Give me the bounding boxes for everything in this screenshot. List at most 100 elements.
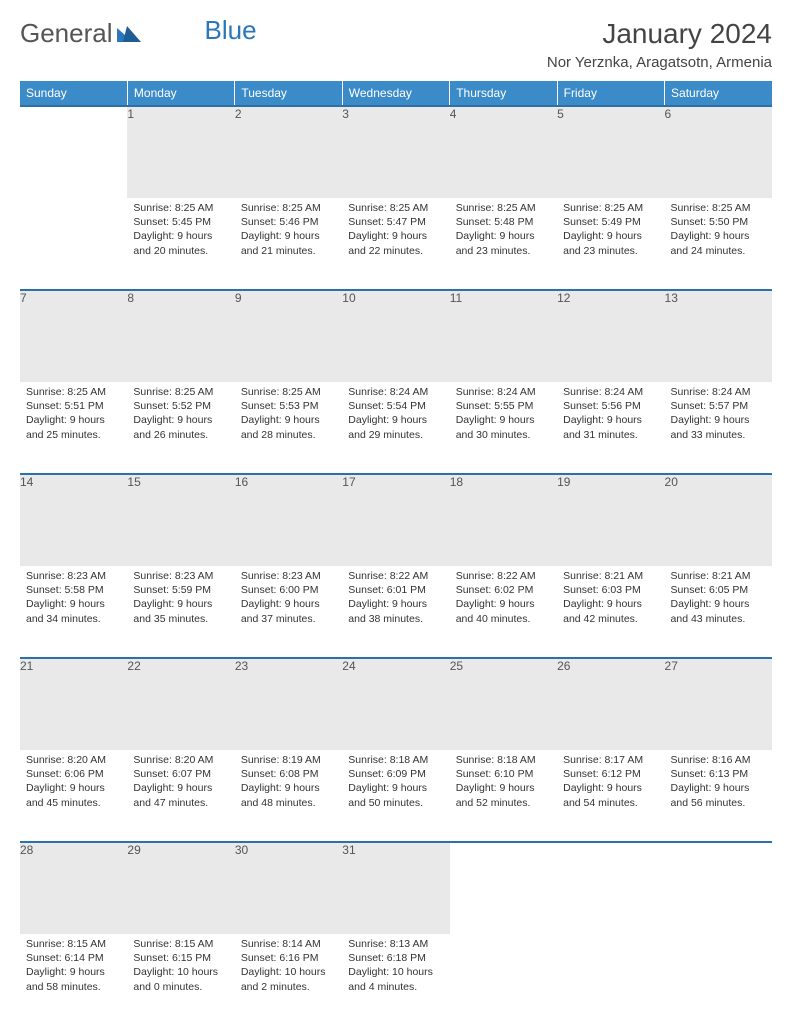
sunrise-text: Sunrise: 8:23 AM bbox=[241, 569, 336, 583]
daylight-line1: Daylight: 9 hours bbox=[133, 597, 228, 611]
page-header: General Blue January 2024 Nor Yerznka, A… bbox=[20, 18, 772, 71]
sunrise-text: Sunrise: 8:24 AM bbox=[671, 385, 766, 399]
day-number bbox=[450, 842, 557, 934]
day-cell: Sunrise: 8:25 AMSunset: 5:50 PMDaylight:… bbox=[665, 198, 772, 290]
day-cell-body: Sunrise: 8:15 AMSunset: 6:14 PMDaylight:… bbox=[20, 934, 127, 1000]
day-cell-body: Sunrise: 8:25 AMSunset: 5:52 PMDaylight:… bbox=[127, 382, 234, 448]
sunrise-text: Sunrise: 8:22 AM bbox=[456, 569, 551, 583]
day-number: 30 bbox=[235, 842, 342, 934]
sunset-text: Sunset: 5:59 PM bbox=[133, 583, 228, 597]
daylight-line1: Daylight: 9 hours bbox=[26, 781, 121, 795]
daylight-line2: and 21 minutes. bbox=[241, 244, 336, 258]
day-cell: Sunrise: 8:25 AMSunset: 5:49 PMDaylight:… bbox=[557, 198, 664, 290]
daylight-line2: and 50 minutes. bbox=[348, 796, 443, 810]
daylight-line2: and 42 minutes. bbox=[563, 612, 658, 626]
day-cell bbox=[20, 198, 127, 290]
sunrise-text: Sunrise: 8:15 AM bbox=[133, 937, 228, 951]
sunset-text: Sunset: 6:00 PM bbox=[241, 583, 336, 597]
day-number: 22 bbox=[127, 658, 234, 750]
col-friday: Friday bbox=[557, 81, 664, 106]
day-cell-body: Sunrise: 8:25 AMSunset: 5:53 PMDaylight:… bbox=[235, 382, 342, 448]
sunset-text: Sunset: 6:02 PM bbox=[456, 583, 551, 597]
sunset-text: Sunset: 6:14 PM bbox=[26, 951, 121, 965]
sunset-text: Sunset: 5:52 PM bbox=[133, 399, 228, 413]
sunrise-text: Sunrise: 8:25 AM bbox=[241, 385, 336, 399]
sunrise-text: Sunrise: 8:17 AM bbox=[563, 753, 658, 767]
day-number: 21 bbox=[20, 658, 127, 750]
day-cell: Sunrise: 8:23 AMSunset: 5:58 PMDaylight:… bbox=[20, 566, 127, 658]
daylight-line2: and 58 minutes. bbox=[26, 980, 121, 994]
logo-triangle-icon bbox=[117, 18, 141, 49]
day-number: 23 bbox=[235, 658, 342, 750]
day-cell-body: Sunrise: 8:15 AMSunset: 6:15 PMDaylight:… bbox=[127, 934, 234, 1000]
day-cell-body: Sunrise: 8:25 AMSunset: 5:46 PMDaylight:… bbox=[235, 198, 342, 264]
daylight-line1: Daylight: 9 hours bbox=[456, 229, 551, 243]
day-cell-body: Sunrise: 8:25 AMSunset: 5:51 PMDaylight:… bbox=[20, 382, 127, 448]
sunrise-text: Sunrise: 8:20 AM bbox=[133, 753, 228, 767]
sunset-text: Sunset: 6:05 PM bbox=[671, 583, 766, 597]
daylight-line2: and 40 minutes. bbox=[456, 612, 551, 626]
daylight-line1: Daylight: 9 hours bbox=[241, 413, 336, 427]
daylight-line1: Daylight: 9 hours bbox=[456, 781, 551, 795]
daylight-line2: and 23 minutes. bbox=[563, 244, 658, 258]
day-number: 19 bbox=[557, 474, 664, 566]
day-cell-body: Sunrise: 8:20 AMSunset: 6:06 PMDaylight:… bbox=[20, 750, 127, 816]
day-number bbox=[557, 842, 664, 934]
daylight-line2: and 52 minutes. bbox=[456, 796, 551, 810]
day-number: 20 bbox=[665, 474, 772, 566]
day-number: 13 bbox=[665, 290, 772, 382]
sunset-text: Sunset: 5:50 PM bbox=[671, 215, 766, 229]
day-cell: Sunrise: 8:24 AMSunset: 5:57 PMDaylight:… bbox=[665, 382, 772, 474]
day-cell: Sunrise: 8:25 AMSunset: 5:53 PMDaylight:… bbox=[235, 382, 342, 474]
day-cell-body: Sunrise: 8:25 AMSunset: 5:49 PMDaylight:… bbox=[557, 198, 664, 264]
day-number: 8 bbox=[127, 290, 234, 382]
col-saturday: Saturday bbox=[665, 81, 772, 106]
daylight-line2: and 0 minutes. bbox=[133, 980, 228, 994]
week-row: Sunrise: 8:23 AMSunset: 5:58 PMDaylight:… bbox=[20, 566, 772, 658]
day-number: 17 bbox=[342, 474, 449, 566]
daylight-line2: and 38 minutes. bbox=[348, 612, 443, 626]
day-cell: Sunrise: 8:23 AMSunset: 6:00 PMDaylight:… bbox=[235, 566, 342, 658]
sunrise-text: Sunrise: 8:18 AM bbox=[348, 753, 443, 767]
day-number bbox=[20, 106, 127, 198]
sunset-text: Sunset: 6:16 PM bbox=[241, 951, 336, 965]
sunset-text: Sunset: 6:09 PM bbox=[348, 767, 443, 781]
day-number: 3 bbox=[342, 106, 449, 198]
day-cell: Sunrise: 8:25 AMSunset: 5:45 PMDaylight:… bbox=[127, 198, 234, 290]
day-cell: Sunrise: 8:17 AMSunset: 6:12 PMDaylight:… bbox=[557, 750, 664, 842]
day-cell: Sunrise: 8:16 AMSunset: 6:13 PMDaylight:… bbox=[665, 750, 772, 842]
daylight-line1: Daylight: 9 hours bbox=[26, 413, 121, 427]
daynum-row: 78910111213 bbox=[20, 290, 772, 382]
day-cell-body: Sunrise: 8:18 AMSunset: 6:10 PMDaylight:… bbox=[450, 750, 557, 816]
day-number: 10 bbox=[342, 290, 449, 382]
logo: General Blue bbox=[20, 18, 257, 49]
title-block: January 2024 Nor Yerznka, Aragatsotn, Ar… bbox=[547, 18, 772, 71]
day-cell: Sunrise: 8:21 AMSunset: 6:05 PMDaylight:… bbox=[665, 566, 772, 658]
sunrise-text: Sunrise: 8:25 AM bbox=[133, 201, 228, 215]
day-cell: Sunrise: 8:24 AMSunset: 5:55 PMDaylight:… bbox=[450, 382, 557, 474]
weekday-header-row: Sunday Monday Tuesday Wednesday Thursday… bbox=[20, 81, 772, 106]
day-cell-body: Sunrise: 8:24 AMSunset: 5:55 PMDaylight:… bbox=[450, 382, 557, 448]
sunrise-text: Sunrise: 8:21 AM bbox=[563, 569, 658, 583]
day-cell: Sunrise: 8:20 AMSunset: 6:06 PMDaylight:… bbox=[20, 750, 127, 842]
daylight-line1: Daylight: 9 hours bbox=[348, 413, 443, 427]
sunrise-text: Sunrise: 8:24 AM bbox=[456, 385, 551, 399]
daylight-line1: Daylight: 9 hours bbox=[671, 413, 766, 427]
daylight-line2: and 47 minutes. bbox=[133, 796, 228, 810]
day-number: 26 bbox=[557, 658, 664, 750]
day-cell: Sunrise: 8:18 AMSunset: 6:09 PMDaylight:… bbox=[342, 750, 449, 842]
daylight-line1: Daylight: 9 hours bbox=[671, 781, 766, 795]
day-number: 11 bbox=[450, 290, 557, 382]
sunset-text: Sunset: 6:06 PM bbox=[26, 767, 121, 781]
sunset-text: Sunset: 5:47 PM bbox=[348, 215, 443, 229]
day-cell: Sunrise: 8:24 AMSunset: 5:56 PMDaylight:… bbox=[557, 382, 664, 474]
daylight-line2: and 28 minutes. bbox=[241, 428, 336, 442]
daylight-line1: Daylight: 9 hours bbox=[348, 781, 443, 795]
daylight-line2: and 43 minutes. bbox=[671, 612, 766, 626]
daylight-line2: and 26 minutes. bbox=[133, 428, 228, 442]
day-number: 15 bbox=[127, 474, 234, 566]
sunset-text: Sunset: 6:13 PM bbox=[671, 767, 766, 781]
sunrise-text: Sunrise: 8:25 AM bbox=[456, 201, 551, 215]
daylight-line2: and 22 minutes. bbox=[348, 244, 443, 258]
day-cell-body: Sunrise: 8:25 AMSunset: 5:48 PMDaylight:… bbox=[450, 198, 557, 264]
